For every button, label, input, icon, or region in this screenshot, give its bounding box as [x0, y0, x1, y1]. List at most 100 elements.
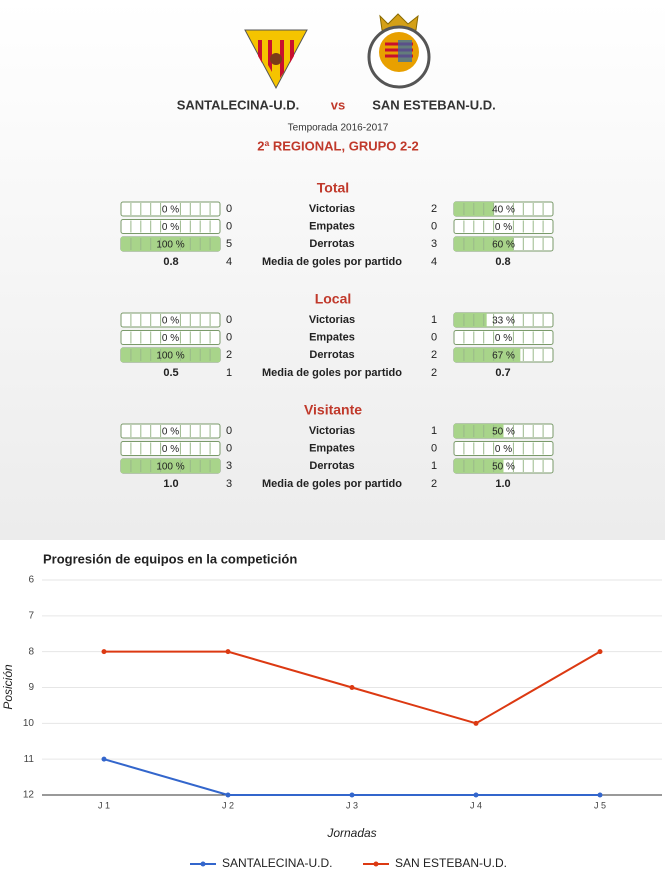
away-count: 1	[431, 314, 437, 326]
home-avg: 0.5	[163, 367, 178, 379]
away-logo	[367, 13, 431, 89]
point	[597, 792, 603, 798]
bar-track	[120, 201, 221, 217]
bar-label: 0 %	[495, 444, 512, 455]
bar-label: 0 %	[162, 205, 179, 216]
home-count: 3	[226, 460, 232, 472]
home-count: 0	[226, 203, 232, 215]
point	[597, 649, 603, 655]
chart-title: Progresión de equipos en la competición	[43, 551, 297, 566]
home-count: 0	[226, 442, 232, 454]
stats-background	[0, 0, 665, 540]
row-label: Victorias	[309, 203, 355, 215]
x-axis-label: Jornadas	[326, 826, 376, 840]
goals-label: Media de goles por partido	[262, 367, 402, 379]
row-label: Derrotas	[309, 349, 354, 361]
legend-dot	[200, 861, 206, 867]
bar-fill	[121, 348, 220, 362]
point	[349, 685, 355, 690]
bar-label: 0 %	[162, 427, 179, 438]
bar-fill	[454, 424, 504, 438]
y-tick-label: 10	[23, 718, 35, 729]
x-tick-label: J 2	[222, 800, 234, 810]
bar-track	[120, 423, 221, 439]
away-count: 0	[431, 331, 437, 343]
x-tick-label: J 1	[98, 800, 110, 810]
vs: vs	[331, 97, 345, 112]
point	[225, 649, 231, 655]
y-tick-label: 6	[28, 575, 34, 586]
home-count: 0	[226, 220, 232, 232]
home-count: 0	[226, 331, 232, 343]
legend-label: SANTALECINA-U.D.	[222, 856, 332, 870]
point	[349, 792, 355, 798]
bar-track	[120, 312, 221, 328]
point	[101, 756, 107, 762]
home-avg: 1.0	[163, 478, 178, 490]
away-count: 2	[431, 349, 437, 361]
x-tick-label: J 4	[470, 800, 482, 810]
point	[473, 792, 479, 798]
bar-label: 0 %	[495, 222, 512, 233]
section-title: Visitante	[304, 402, 362, 418]
point	[473, 720, 479, 726]
bar-label: 67 %	[492, 351, 515, 362]
bar-label: 0 %	[162, 222, 179, 233]
bar-fill	[454, 348, 521, 362]
bar-fill	[121, 237, 220, 251]
x-tick-label: J 3	[346, 800, 358, 810]
home-goals: 1	[226, 367, 232, 379]
away-goals: 2	[431, 367, 437, 379]
bar-label: 50 %	[492, 462, 515, 473]
away-count: 0	[431, 442, 437, 454]
bar-label: 0 %	[162, 444, 179, 455]
bar-label: 100 %	[156, 240, 184, 251]
bar-label: 100 %	[156, 462, 184, 473]
y-axis-label: Posición	[1, 664, 15, 710]
x-tick-label: J 5	[594, 800, 606, 810]
season: Temporada 2016-2017	[288, 123, 389, 134]
y-tick-label: 9	[28, 682, 34, 693]
home-avg: 0.8	[163, 256, 178, 268]
home-goals: 3	[226, 478, 232, 490]
y-tick-label: 11	[24, 754, 35, 765]
away-goals: 4	[431, 256, 437, 268]
row-label: Victorias	[309, 425, 355, 437]
chart: Progresión de equipos en la competición 6…	[1, 551, 662, 870]
home-logo	[244, 29, 308, 90]
bar-fill	[121, 459, 220, 473]
bar-label: 50 %	[492, 427, 515, 438]
bar-label: 0 %	[162, 333, 179, 344]
row-label: Derrotas	[309, 460, 354, 472]
row-label: Victorias	[309, 314, 355, 326]
y-tick-label: 7	[28, 610, 34, 621]
away-count: 2	[431, 203, 437, 215]
legend-dot	[373, 861, 379, 867]
away-count: 1	[431, 460, 437, 472]
point	[101, 649, 107, 655]
bar-track	[120, 219, 221, 234]
away-count: 3	[431, 238, 437, 250]
row-label: Empates	[309, 442, 355, 454]
bar-label: 60 %	[492, 240, 515, 251]
y-tick-label: 8	[28, 646, 34, 657]
bar-label: 0 %	[162, 316, 179, 327]
bar-track	[453, 219, 554, 234]
bar-label: 100 %	[156, 351, 184, 362]
legend-label: SAN ESTEBAN-U.D.	[395, 856, 507, 870]
bar-track	[453, 441, 554, 456]
home-count: 5	[226, 238, 232, 250]
goals-label: Media de goles por partido	[262, 256, 402, 268]
away-avg: 0.7	[495, 367, 510, 379]
bar-fill	[454, 313, 487, 327]
home-count: 0	[226, 314, 232, 326]
goals-label: Media de goles por partido	[262, 478, 402, 490]
bar-label: 40 %	[492, 205, 515, 216]
row-label: Derrotas	[309, 238, 354, 250]
bar-fill	[454, 459, 504, 473]
y-tick-label: 12	[23, 790, 35, 801]
bar-label: 33 %	[492, 316, 515, 327]
